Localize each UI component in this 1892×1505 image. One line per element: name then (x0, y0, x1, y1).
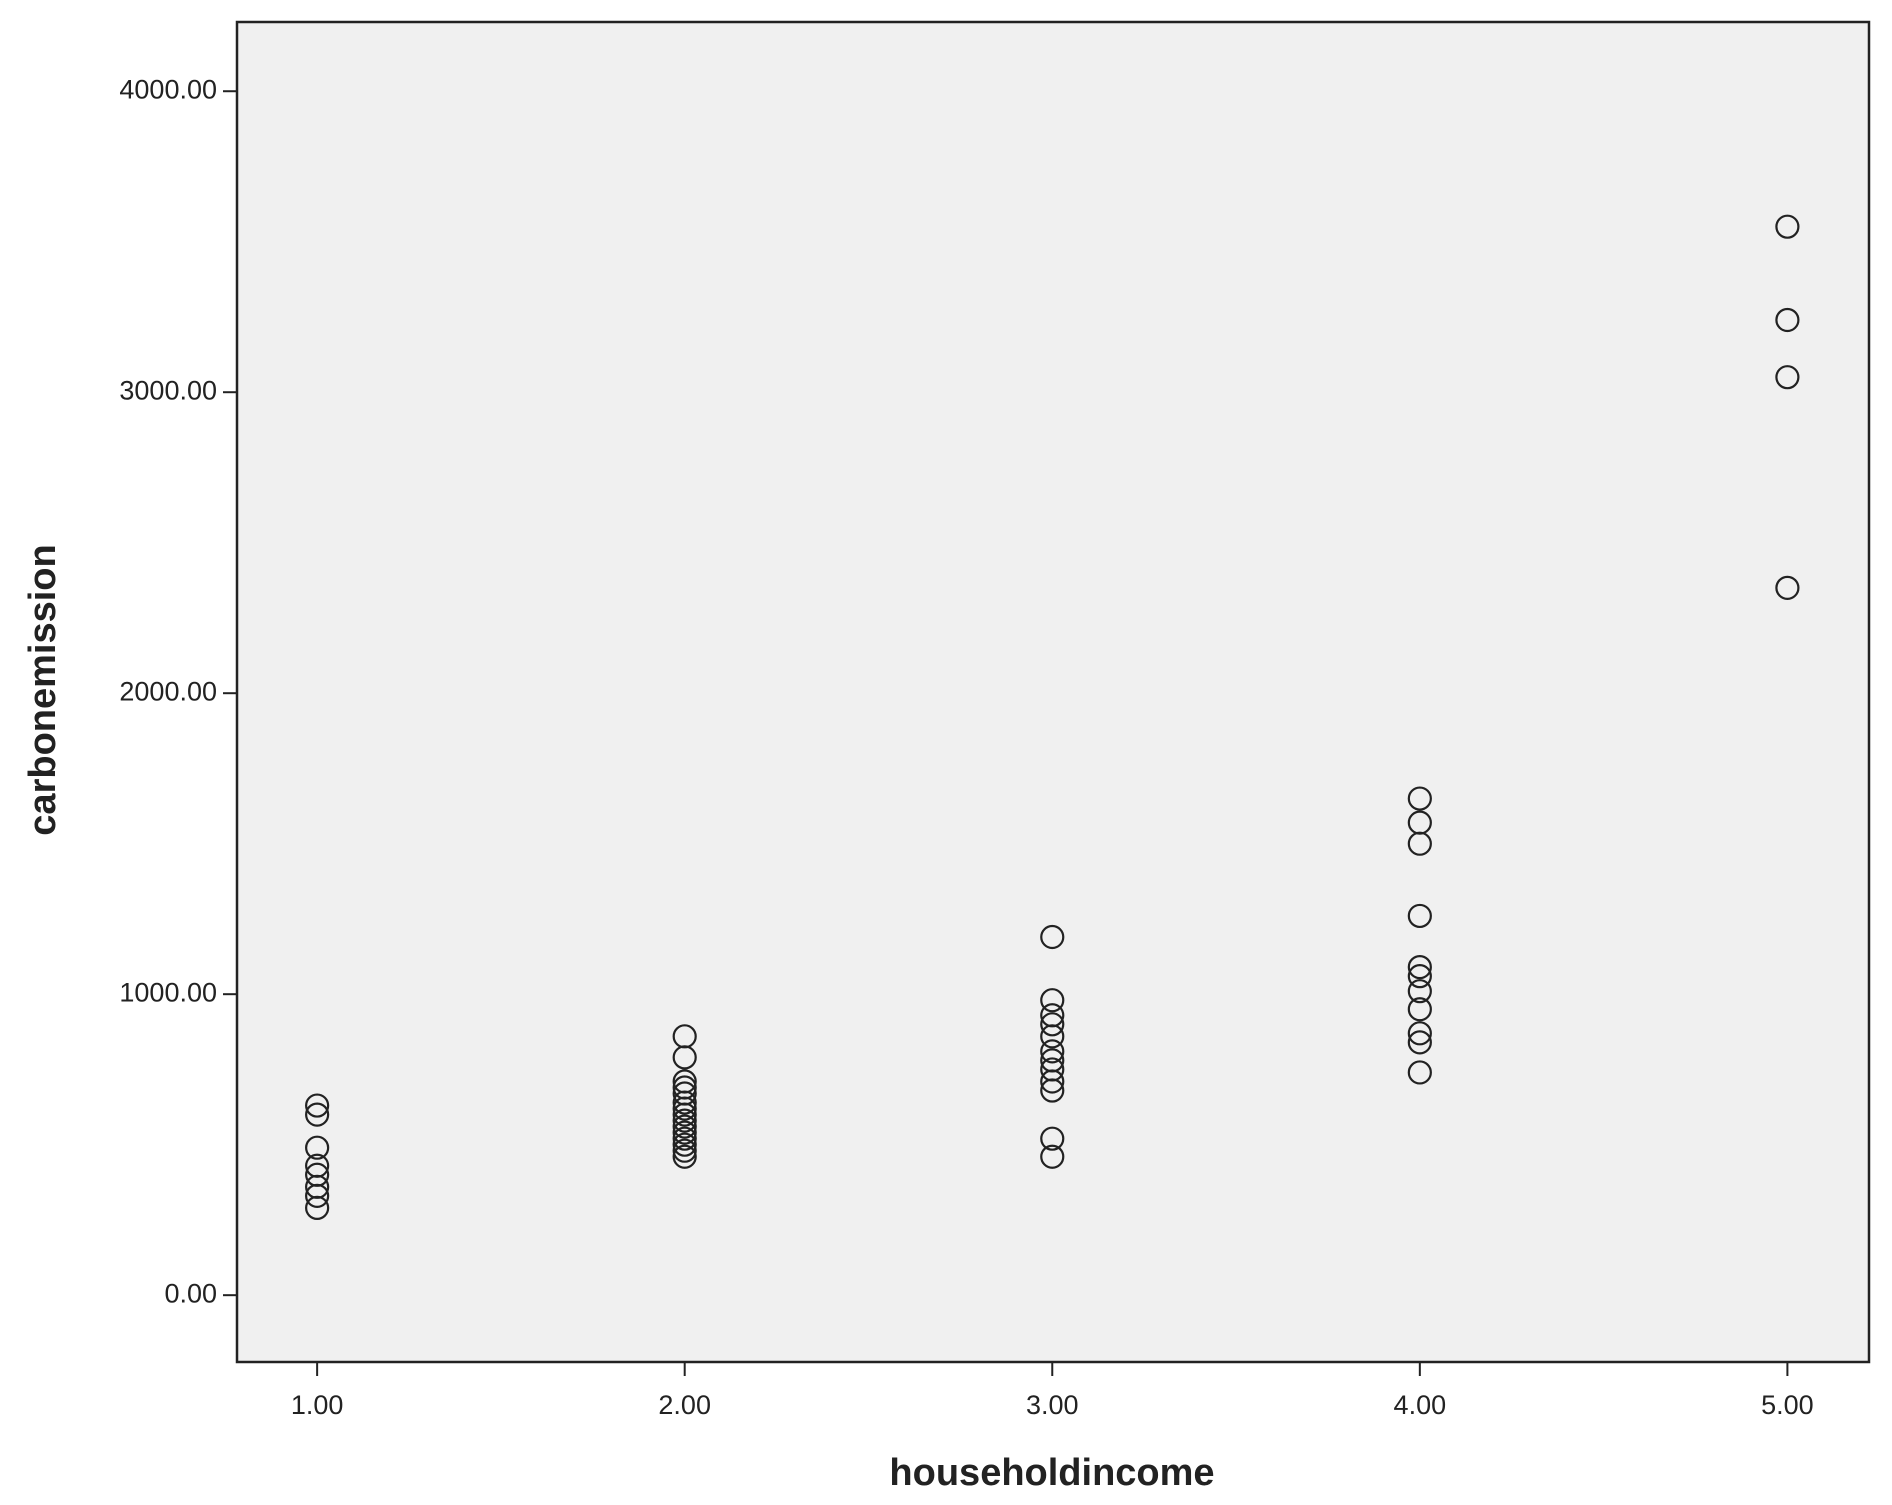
point (1040, 1012, 1065, 1037)
point (1040, 924, 1065, 950)
point (1775, 575, 1800, 600)
y-tick-label: 0.00 (164, 1278, 217, 1308)
point (1040, 1069, 1065, 1094)
point (672, 1114, 697, 1139)
y-tick-label: 3000.00 (119, 375, 217, 405)
point (1040, 1078, 1065, 1103)
plot-area (235, 20, 1871, 1364)
x-tick-label: 5.00 (1761, 1390, 1814, 1420)
point (672, 1132, 697, 1157)
point (672, 1108, 697, 1133)
point (672, 1120, 697, 1145)
point (1040, 1024, 1065, 1049)
y-tick-label: 1000.00 (119, 977, 217, 1007)
point (1775, 365, 1800, 390)
point (1407, 979, 1432, 1004)
y-tick-label: 4000.00 (119, 74, 217, 104)
point (305, 1093, 330, 1118)
point (1040, 1126, 1065, 1151)
point (1407, 1030, 1432, 1055)
point (672, 1090, 697, 1115)
x-tick-label: 4.00 (1394, 1390, 1447, 1420)
point (305, 1195, 330, 1220)
point (1407, 831, 1432, 856)
point (672, 1102, 697, 1127)
point (1040, 1144, 1065, 1169)
point (1775, 214, 1800, 239)
point (1407, 1021, 1432, 1046)
point (672, 1045, 697, 1070)
point (1775, 307, 1800, 333)
x-axis-title: householdincome (889, 1452, 1214, 1494)
x-tick-label: 2.00 (658, 1390, 711, 1420)
point (1407, 786, 1432, 811)
point (672, 1144, 697, 1169)
point (1407, 955, 1432, 980)
point (672, 1126, 697, 1151)
y-tick-label: 2000.00 (119, 676, 217, 706)
point (1407, 1060, 1432, 1085)
point (305, 1102, 330, 1127)
point (1040, 1039, 1065, 1064)
point (672, 1138, 697, 1163)
x-tick-label: 3.00 (1026, 1390, 1079, 1420)
x-tick-label: 1.00 (291, 1390, 344, 1420)
point (1407, 964, 1432, 989)
point (672, 1096, 697, 1121)
y-axis-title: carbonemission (22, 544, 64, 835)
point (1040, 988, 1065, 1013)
point (305, 1135, 330, 1160)
point (1407, 903, 1432, 929)
point (305, 1183, 330, 1208)
point (1407, 997, 1432, 1022)
